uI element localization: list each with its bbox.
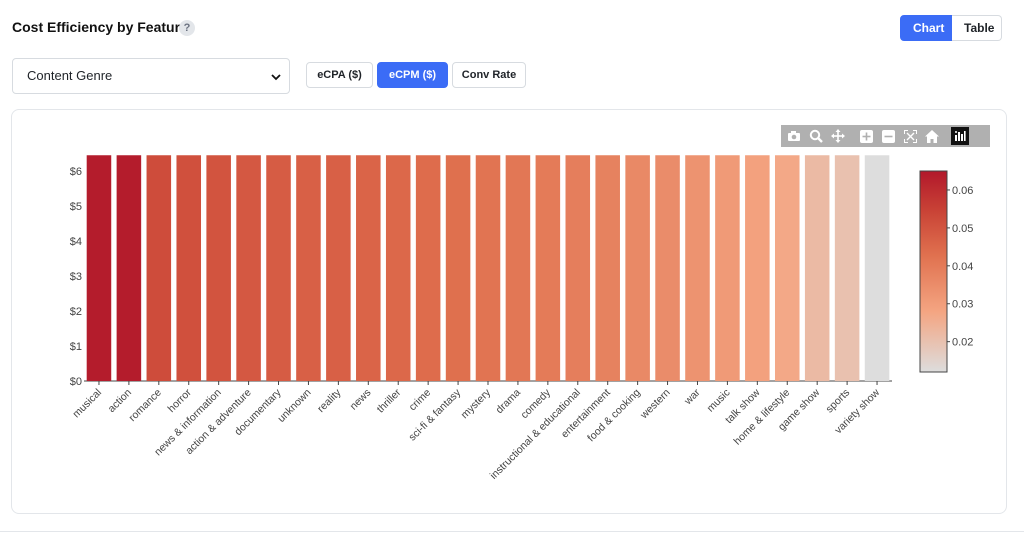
bar[interactable] [715,155,740,381]
zoom-icon[interactable] [807,127,825,145]
bar[interactable] [745,155,770,381]
tab-conv-rate[interactable]: Conv Rate [452,62,526,88]
metric-tabs: eCPA ($) eCPM ($) Conv Rate [306,62,526,88]
x-tick-label: western [637,387,672,422]
chart-modebar [781,125,990,147]
bar[interactable] [535,155,561,381]
pan-icon[interactable] [829,127,847,145]
home-icon[interactable] [923,127,941,145]
x-tick-label: unknown [275,387,313,425]
colorbar-tick-label: 0.06 [952,185,973,197]
y-tick-label: $5 [70,201,82,213]
x-tick-label: action [106,387,134,415]
bar[interactable] [565,155,591,381]
bar[interactable] [505,155,531,381]
y-tick-label: $2 [70,306,82,318]
zoom-out-icon[interactable] [879,127,897,145]
bar[interactable] [415,155,441,381]
bar[interactable] [86,155,112,381]
x-tick-label: mystery [459,386,494,421]
x-tick-label: news [348,387,374,413]
bar[interactable] [146,155,172,381]
view-toggle: Chart Table [900,15,1002,41]
bar[interactable] [116,155,142,381]
feature-select[interactable]: Content Genre [12,58,290,94]
bar[interactable] [655,155,680,381]
bar[interactable] [864,155,890,381]
page-title: Cost Efficiency by Feature [12,19,188,35]
bar[interactable] [445,155,471,381]
bar[interactable] [774,155,800,381]
bar[interactable] [385,155,411,381]
bar[interactable] [326,155,351,381]
chevron-down-icon [271,74,281,81]
y-tick-label: $1 [70,341,82,353]
x-tick-label: thriller [375,386,404,415]
y-tick-label: $6 [70,166,82,178]
bar[interactable] [625,155,650,381]
zoom-in-icon[interactable] [857,127,875,145]
bar[interactable] [685,155,710,381]
colorbar-tick-label: 0.02 [952,337,973,349]
x-tick-label: food & cooking [585,387,643,445]
x-tick-label: reality [315,386,344,415]
y-tick-label: $4 [70,236,82,248]
tab-ecpm[interactable]: eCPM ($) [377,62,448,88]
feature-select-value: Content Genre [27,68,113,83]
bar[interactable] [236,155,261,381]
x-tick-label: sci-fi & fantasy [406,386,463,443]
colorbar-tick-label: 0.04 [952,261,973,273]
bar[interactable] [206,155,231,381]
colorbar-tick-label: 0.05 [952,223,973,235]
x-tick-label: music [705,387,733,415]
x-tick-label: crime [407,387,434,414]
autoscale-icon[interactable] [901,127,919,145]
colorbar-tick-label: 0.03 [952,299,973,311]
x-tick-label: war [681,386,703,408]
bar[interactable] [356,155,381,381]
x-tick-label: musical [70,387,104,421]
camera-icon[interactable] [785,127,803,145]
colorbar-gradient [919,170,948,373]
table-view-button[interactable]: Table [952,15,1002,41]
chart-view-button[interactable]: Chart [900,15,952,41]
bar[interactable] [176,155,202,381]
bar[interactable] [475,155,501,381]
bar[interactable] [296,155,321,381]
bar[interactable] [595,155,620,381]
x-tick-label: romance [127,387,164,424]
bar[interactable] [834,155,860,381]
help-icon[interactable]: ? [179,20,195,36]
plotly-logo-icon[interactable] [951,127,969,145]
bar-series [86,155,890,381]
bar[interactable] [266,155,291,381]
tab-ecpa[interactable]: eCPA ($) [306,62,373,88]
y-tick-label: $0 [70,376,82,388]
divider [0,531,1024,532]
y-tick-label: $3 [70,271,82,283]
bar[interactable] [804,155,830,381]
colorbar: 0.06 0.05 0.04 0.03 0.02 [919,170,973,373]
